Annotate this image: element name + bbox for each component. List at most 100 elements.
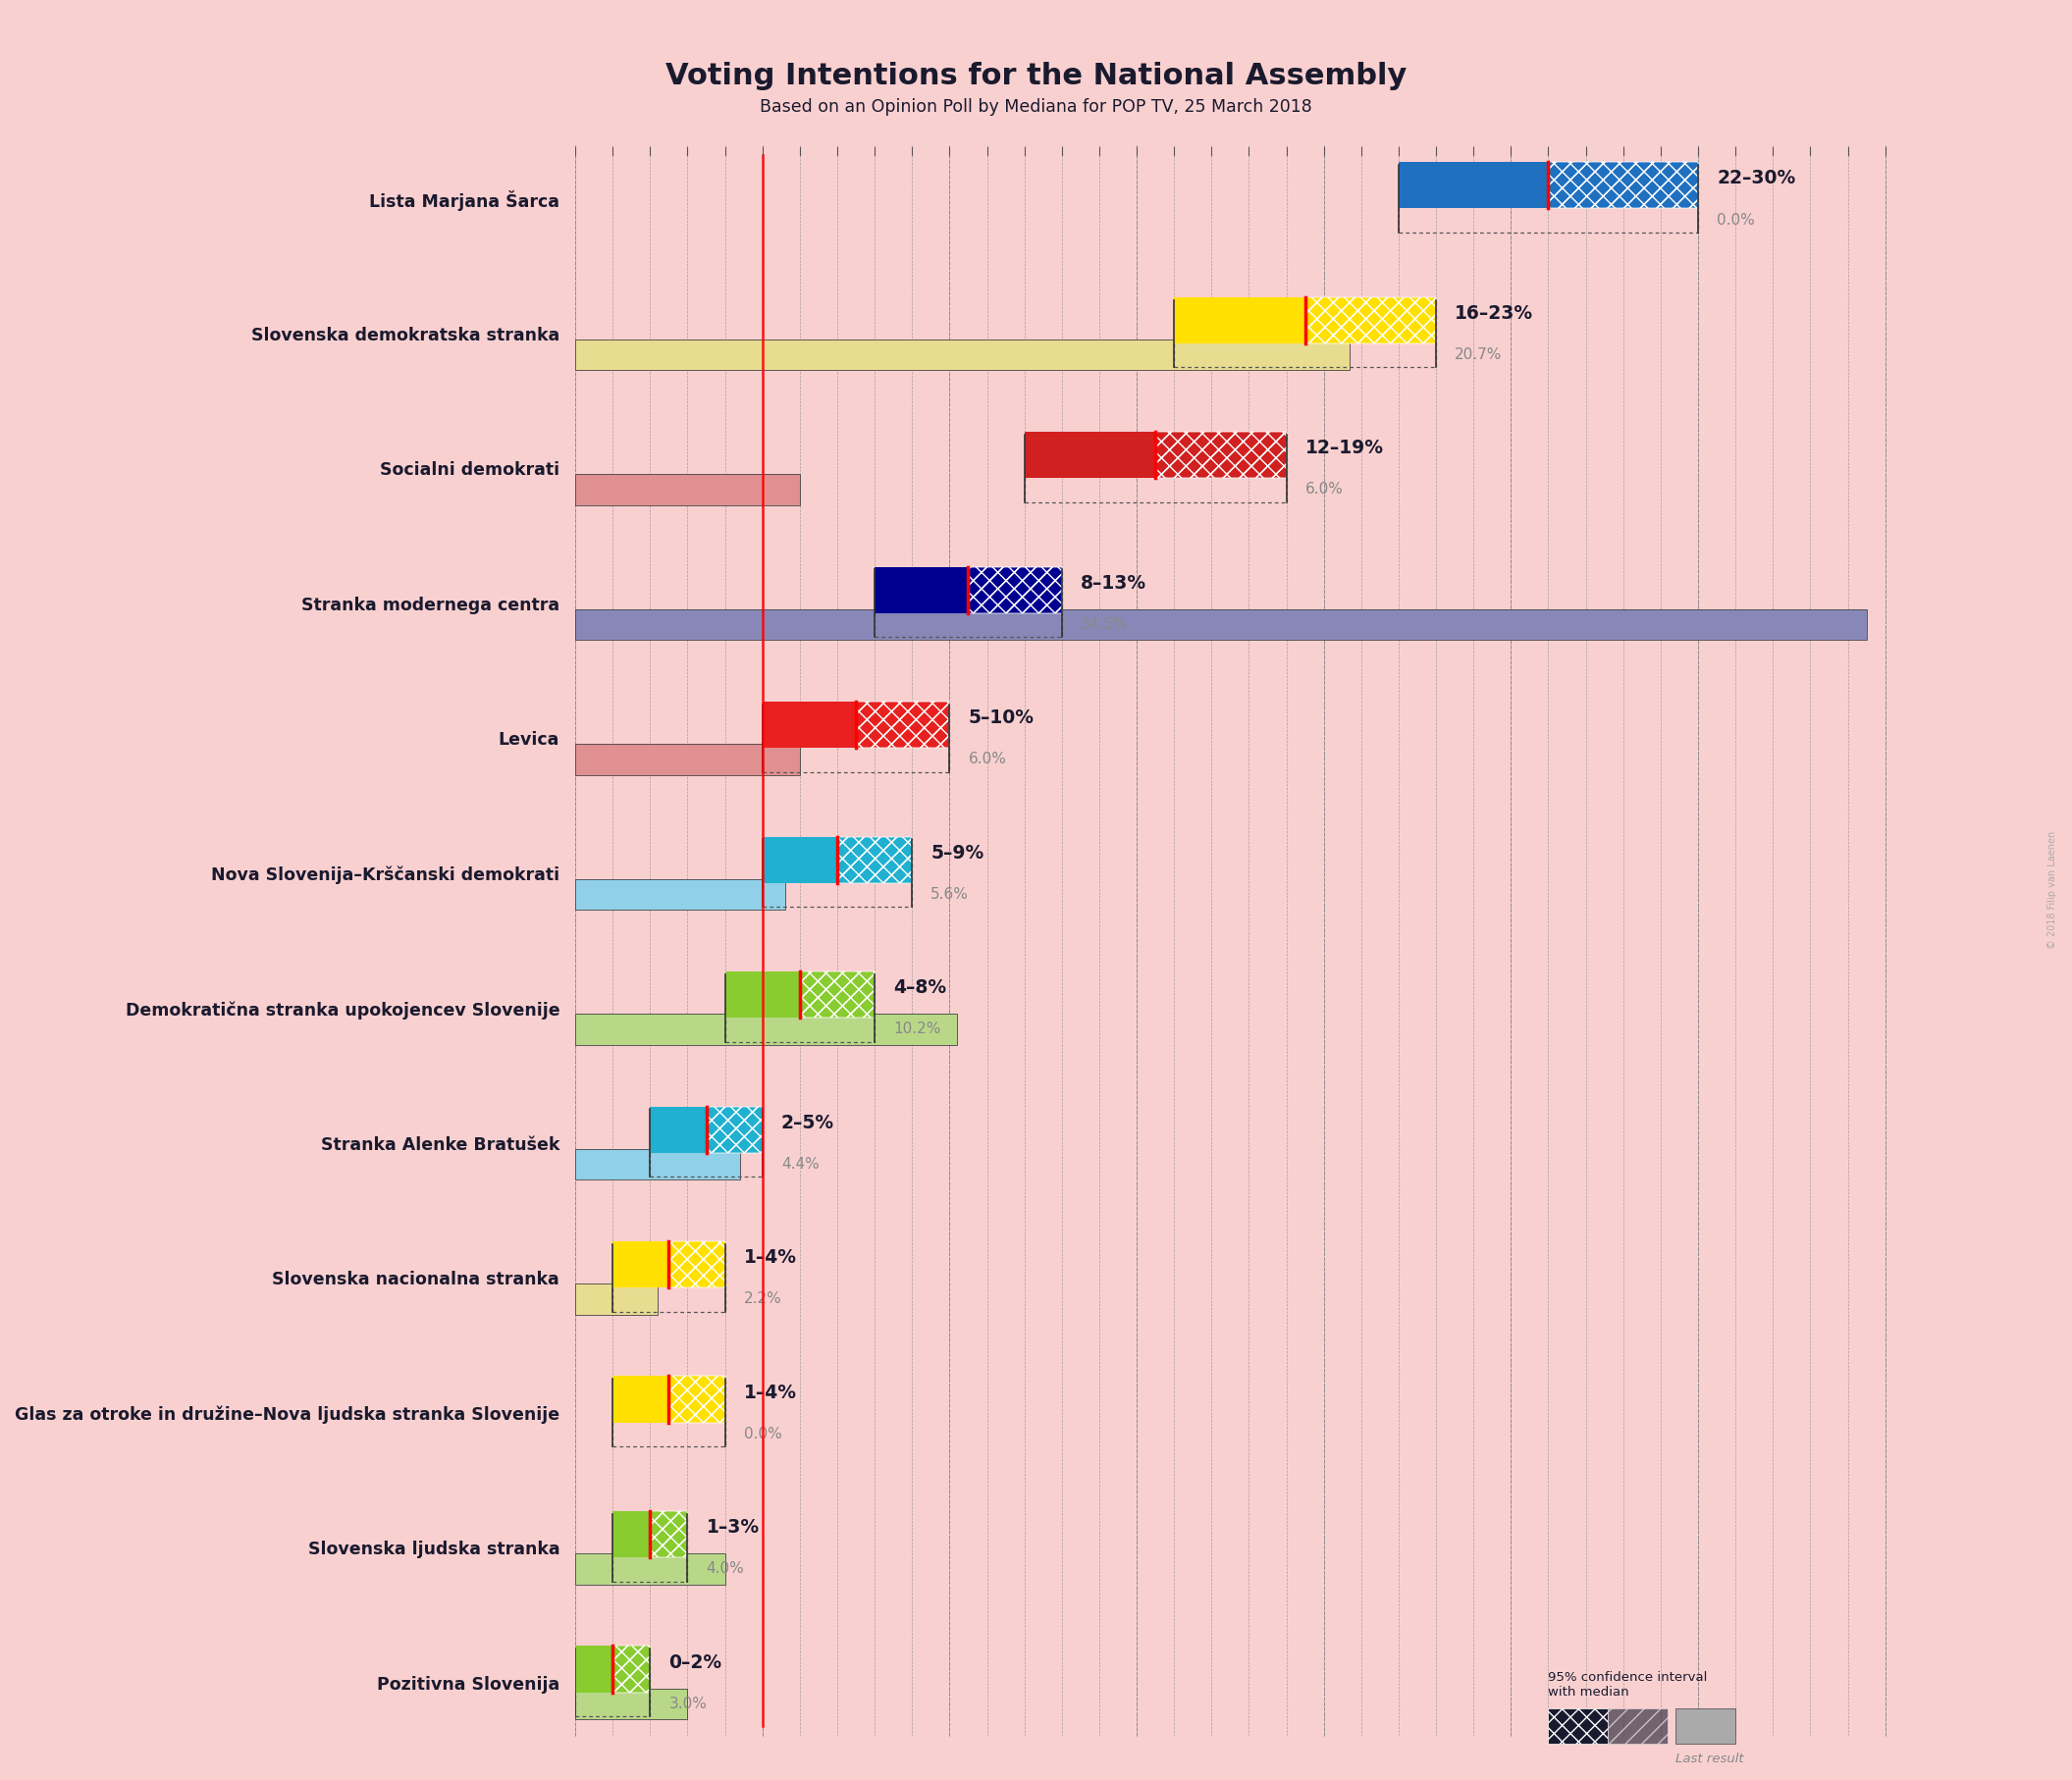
Bar — [613, 1511, 651, 1558]
Bar — [1305, 297, 1436, 344]
Bar — [613, 1646, 651, 1693]
Text: Last result: Last result — [1676, 1753, 1745, 1766]
Text: 2.2%: 2.2% — [744, 1292, 781, 1307]
Bar — [651, 1109, 762, 1177]
Text: 16–23%: 16–23% — [1455, 304, 1533, 322]
Bar — [576, 1148, 740, 1180]
Text: 10.2%: 10.2% — [893, 1022, 941, 1036]
Bar — [576, 473, 800, 506]
Bar — [707, 1107, 762, 1153]
Text: 5–9%: 5–9% — [930, 844, 984, 862]
Bar — [1305, 297, 1436, 344]
Bar — [576, 473, 800, 506]
Bar — [576, 1648, 651, 1716]
Text: 5.6%: 5.6% — [930, 886, 970, 902]
Bar — [1548, 162, 1699, 208]
Bar — [762, 840, 912, 906]
Text: 6.0%: 6.0% — [968, 753, 1007, 767]
Text: 4.4%: 4.4% — [781, 1157, 818, 1171]
Bar — [576, 879, 785, 910]
Bar — [576, 1689, 688, 1719]
Bar — [576, 609, 1867, 641]
Bar — [968, 566, 1061, 612]
Bar — [837, 837, 912, 883]
Bar — [576, 609, 1867, 641]
Text: © 2018 Filip van Laenen: © 2018 Filip van Laenen — [2047, 831, 2057, 949]
Bar — [669, 1376, 725, 1422]
Bar — [1175, 299, 1436, 367]
Bar — [576, 879, 785, 910]
Bar — [1024, 434, 1287, 502]
Text: 1–4%: 1–4% — [744, 1248, 798, 1267]
Bar — [1399, 162, 1548, 208]
Text: 1–4%: 1–4% — [744, 1383, 798, 1403]
Text: 4–8%: 4–8% — [893, 979, 947, 997]
Bar — [874, 566, 968, 612]
Bar — [669, 1376, 725, 1422]
Bar — [576, 1283, 657, 1314]
Bar — [576, 1015, 957, 1045]
Bar — [762, 705, 949, 773]
Text: 4.0%: 4.0% — [707, 1561, 744, 1577]
Bar — [968, 566, 1061, 612]
Text: 22–30%: 22–30% — [1718, 169, 1796, 187]
Bar — [1156, 433, 1287, 479]
Bar — [1548, 1709, 1608, 1743]
Bar — [856, 701, 949, 748]
Text: 0–2%: 0–2% — [669, 1654, 721, 1671]
Text: 95% confidence interval
with median: 95% confidence interval with median — [1548, 1671, 1707, 1700]
Bar — [725, 972, 800, 1018]
Bar — [651, 1107, 707, 1153]
Bar — [576, 340, 1351, 370]
Text: 0.0%: 0.0% — [1718, 212, 1755, 228]
Bar — [762, 837, 837, 883]
Text: 34.5%: 34.5% — [1080, 618, 1127, 632]
Bar — [613, 1515, 688, 1581]
Bar — [1024, 433, 1156, 479]
Text: 3.0%: 3.0% — [669, 1696, 707, 1711]
Bar — [576, 744, 800, 774]
Bar — [1676, 1709, 1736, 1743]
Text: Voting Intentions for the National Assembly: Voting Intentions for the National Assem… — [665, 62, 1407, 91]
Text: Based on an Opinion Poll by Mediana for POP TV, 25 March 2018: Based on an Opinion Poll by Mediana for … — [760, 98, 1312, 116]
Bar — [576, 1283, 657, 1314]
Bar — [613, 1380, 725, 1447]
Text: 0.0%: 0.0% — [744, 1426, 781, 1442]
Bar — [613, 1646, 651, 1693]
Text: 12–19%: 12–19% — [1305, 440, 1384, 457]
Bar — [1399, 166, 1699, 233]
Bar — [837, 837, 912, 883]
Text: 1–3%: 1–3% — [707, 1518, 758, 1536]
Bar — [576, 1646, 613, 1693]
Bar — [1548, 162, 1699, 208]
Bar — [669, 1241, 725, 1287]
Bar — [576, 1554, 725, 1584]
Bar — [1175, 297, 1305, 344]
Text: 5–10%: 5–10% — [968, 708, 1034, 728]
Bar — [576, 1554, 725, 1584]
Bar — [800, 972, 874, 1018]
Bar — [651, 1511, 688, 1558]
Bar — [576, 1015, 957, 1045]
Bar — [1608, 1709, 1668, 1743]
Bar — [576, 1689, 688, 1719]
Bar — [725, 974, 874, 1041]
Bar — [576, 1148, 740, 1180]
Text: 8–13%: 8–13% — [1080, 573, 1146, 593]
Bar — [576, 744, 800, 774]
Bar — [651, 1511, 688, 1558]
Bar — [613, 1244, 725, 1312]
Bar — [762, 701, 856, 748]
Bar — [613, 1376, 669, 1422]
Bar — [856, 701, 949, 748]
Text: 6.0%: 6.0% — [1305, 482, 1343, 497]
Bar — [669, 1241, 725, 1287]
Bar — [874, 570, 1061, 637]
Bar — [576, 340, 1351, 370]
Bar — [800, 972, 874, 1018]
Text: 2–5%: 2–5% — [781, 1114, 835, 1132]
Text: 20.7%: 20.7% — [1455, 347, 1502, 361]
Bar — [613, 1241, 669, 1287]
Bar — [1156, 433, 1287, 479]
Bar — [707, 1107, 762, 1153]
